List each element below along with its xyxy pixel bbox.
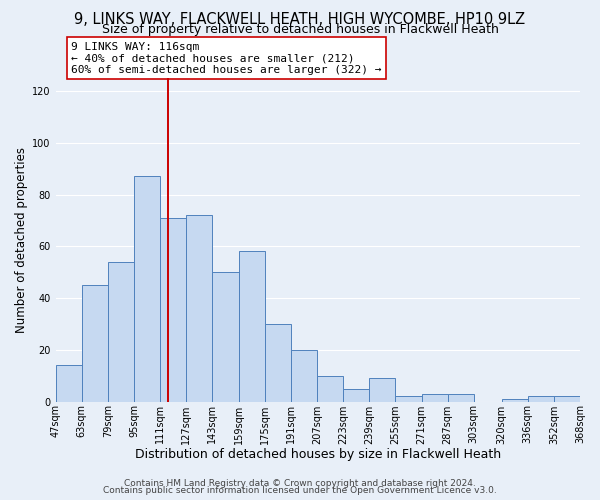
Bar xyxy=(317,376,343,402)
Bar xyxy=(160,218,186,402)
Text: Contains public sector information licensed under the Open Government Licence v3: Contains public sector information licen… xyxy=(103,486,497,495)
Bar xyxy=(212,272,239,402)
Bar xyxy=(554,396,580,402)
Bar xyxy=(448,394,474,402)
X-axis label: Distribution of detached houses by size in Flackwell Heath: Distribution of detached houses by size … xyxy=(135,448,501,461)
Bar xyxy=(502,399,528,402)
Bar xyxy=(56,366,82,402)
Text: Size of property relative to detached houses in Flackwell Heath: Size of property relative to detached ho… xyxy=(101,22,499,36)
Text: 9, LINKS WAY, FLACKWELL HEATH, HIGH WYCOMBE, HP10 9LZ: 9, LINKS WAY, FLACKWELL HEATH, HIGH WYCO… xyxy=(74,12,526,26)
Y-axis label: Number of detached properties: Number of detached properties xyxy=(15,147,28,333)
Text: 9 LINKS WAY: 116sqm
← 40% of detached houses are smaller (212)
60% of semi-detac: 9 LINKS WAY: 116sqm ← 40% of detached ho… xyxy=(71,42,382,75)
Text: Contains HM Land Registry data © Crown copyright and database right 2024.: Contains HM Land Registry data © Crown c… xyxy=(124,478,476,488)
Bar xyxy=(395,396,422,402)
Bar xyxy=(343,388,369,402)
Bar xyxy=(239,252,265,402)
Bar xyxy=(108,262,134,402)
Bar xyxy=(291,350,317,402)
Bar xyxy=(186,215,212,402)
Bar xyxy=(265,324,291,402)
Bar xyxy=(82,285,108,402)
Bar xyxy=(422,394,448,402)
Bar xyxy=(134,176,160,402)
Bar xyxy=(528,396,554,402)
Bar xyxy=(369,378,395,402)
